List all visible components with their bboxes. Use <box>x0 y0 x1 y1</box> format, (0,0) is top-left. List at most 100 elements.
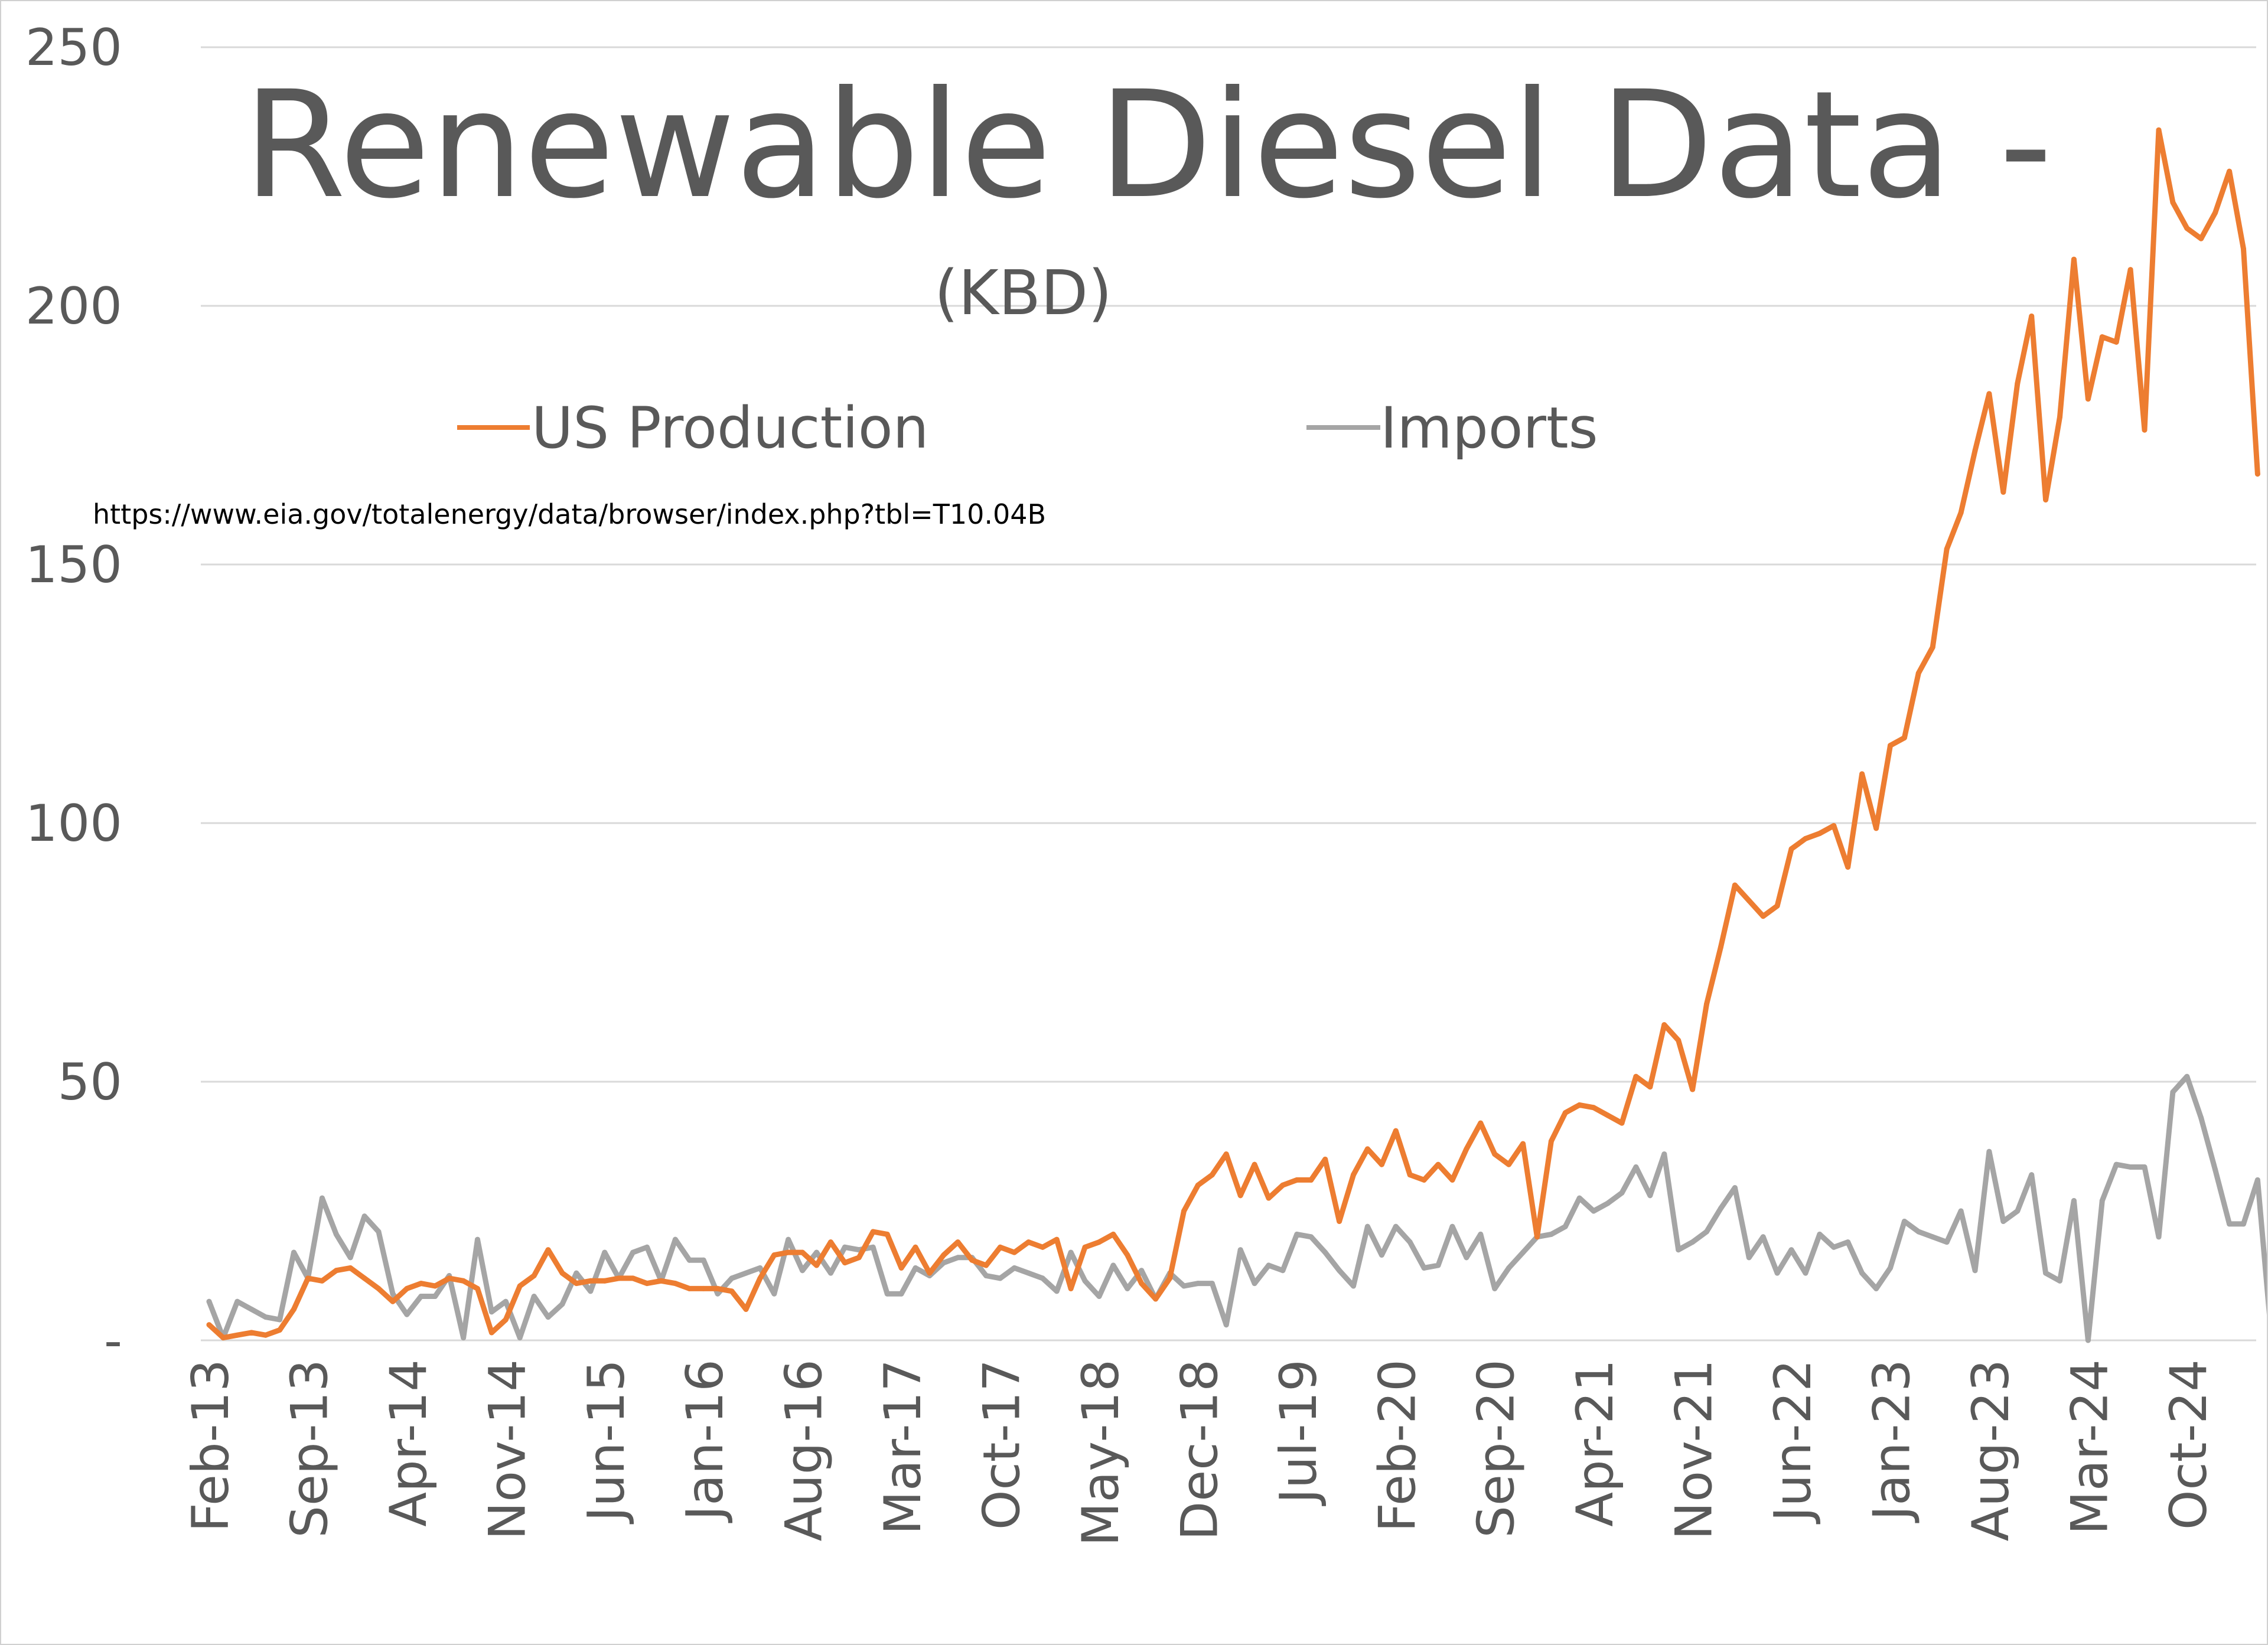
y-axis-ticks: - 50 100 150 200 250 <box>25 18 122 1370</box>
data-point-imports <box>1125 1285 1130 1291</box>
data-point-imports <box>1252 1281 1257 1287</box>
x-tick-label: Jun-15 <box>577 1359 636 1525</box>
data-point-imports <box>1760 1234 1766 1240</box>
x-tick-label: Aug-23 <box>1961 1359 2021 1541</box>
data-point-imports <box>1139 1268 1145 1274</box>
series-group <box>206 127 2267 1343</box>
x-tick-label: Nov-14 <box>478 1359 537 1540</box>
data-point-imports <box>376 1229 382 1235</box>
data-point-imports <box>1379 1252 1384 1258</box>
series-us-production <box>206 127 2260 1341</box>
data-point-imports <box>1223 1322 1229 1328</box>
data-point-imports <box>1647 1193 1653 1199</box>
data-point-imports <box>2142 1164 2148 1170</box>
data-point-us-production <box>658 1278 664 1284</box>
data-point-us-production <box>1944 546 1950 552</box>
data-point-imports <box>517 1335 523 1341</box>
data-point-us-production <box>828 1239 833 1245</box>
data-point-us-production <box>1421 1177 1427 1183</box>
data-point-us-production <box>319 1278 325 1284</box>
x-tick-label: Sep-20 <box>1467 1359 1526 1538</box>
data-point-us-production <box>432 1283 438 1289</box>
data-point-us-production <box>418 1281 424 1287</box>
data-point-us-production <box>2170 200 2176 205</box>
data-point-imports <box>2043 1270 2049 1276</box>
data-point-imports <box>277 1317 283 1323</box>
data-point-us-production <box>220 1335 226 1341</box>
data-point-imports <box>743 1270 749 1276</box>
x-axis-ticks: Feb-13 Sep-13 Apr-14 Nov-14 Jun-15 Jan-16 Aug-… <box>181 1359 2218 1546</box>
data-point-us-production <box>2099 334 2105 340</box>
data-point-us-production <box>1040 1244 1045 1250</box>
data-point-us-production <box>263 1332 269 1338</box>
data-point-us-production <box>2198 236 2204 241</box>
data-point-imports <box>1915 1229 1921 1235</box>
data-point-imports <box>983 1273 989 1278</box>
data-point-us-production <box>672 1281 678 1287</box>
data-point-imports <box>1562 1223 1568 1229</box>
data-point-us-production <box>2057 414 2062 420</box>
data-point-imports <box>475 1236 480 1242</box>
data-point-imports <box>404 1311 410 1317</box>
x-tick-label: Nov-21 <box>1665 1359 1724 1540</box>
data-point-us-production <box>206 1322 212 1328</box>
data-point-imports <box>249 1306 255 1312</box>
data-point-us-production <box>884 1231 890 1237</box>
data-point-us-production <box>2184 226 2190 231</box>
chart-subtitle: (KBD) <box>934 257 1112 329</box>
data-point-us-production <box>630 1275 636 1281</box>
data-point-us-production <box>545 1247 551 1253</box>
data-point-us-production <box>2254 471 2260 477</box>
data-point-us-production <box>1534 1234 1540 1240</box>
data-point-imports <box>1237 1247 1243 1253</box>
data-point-us-production <box>927 1270 933 1276</box>
data-point-us-production <box>2085 396 2091 402</box>
data-point-us-production <box>333 1268 339 1274</box>
data-point-us-production <box>1576 1102 1582 1108</box>
data-point-imports <box>1704 1229 1709 1235</box>
x-tick-label: Jan-16 <box>676 1359 735 1523</box>
data-point-imports <box>2085 1337 2091 1343</box>
data-point-imports <box>1986 1148 1992 1154</box>
data-point-us-production <box>1788 846 1794 852</box>
data-point-us-production <box>1633 1073 1639 1079</box>
x-tick-label: Sep-13 <box>280 1359 339 1538</box>
data-point-imports <box>941 1260 947 1266</box>
data-point-us-production <box>1520 1141 1526 1147</box>
data-point-us-production <box>1676 1037 1682 1043</box>
data-point-imports <box>998 1275 1003 1281</box>
data-point-imports <box>1464 1255 1469 1261</box>
data-point-us-production <box>983 1262 989 1268</box>
data-point-imports <box>1110 1262 1116 1268</box>
data-point-imports <box>488 1309 494 1315</box>
data-point-us-production <box>461 1278 467 1284</box>
data-point-us-production <box>1548 1138 1554 1144</box>
data-point-us-production <box>1011 1249 1017 1255</box>
data-point-imports <box>2170 1089 2176 1095</box>
data-point-imports <box>884 1291 890 1297</box>
data-point-us-production <box>1266 1195 1272 1201</box>
x-tick-label: Oct-24 <box>2159 1359 2218 1530</box>
data-point-imports <box>1435 1262 1441 1268</box>
data-point-us-production <box>1054 1236 1060 1242</box>
data-point-us-production <box>517 1283 523 1289</box>
data-point-us-production <box>2113 339 2119 345</box>
data-point-imports <box>1633 1164 1639 1170</box>
data-point-imports <box>729 1275 735 1281</box>
data-point-imports <box>263 1314 269 1320</box>
data-point-us-production <box>1167 1275 1173 1281</box>
x-tick-label: Aug-16 <box>775 1359 834 1541</box>
data-point-us-production <box>2241 246 2246 252</box>
data-point-us-production <box>1803 835 1808 841</box>
data-point-us-production <box>1364 1146 1370 1152</box>
data-point-us-production <box>249 1330 255 1336</box>
data-point-us-production <box>1139 1281 1145 1287</box>
data-point-imports <box>2113 1161 2119 1167</box>
data-point-us-production <box>376 1285 382 1291</box>
data-point-us-production <box>1153 1296 1159 1302</box>
y-tick-label: - <box>104 1311 122 1370</box>
data-point-imports <box>1548 1231 1554 1237</box>
data-point-imports <box>559 1301 565 1307</box>
data-point-us-production <box>1068 1285 1074 1291</box>
